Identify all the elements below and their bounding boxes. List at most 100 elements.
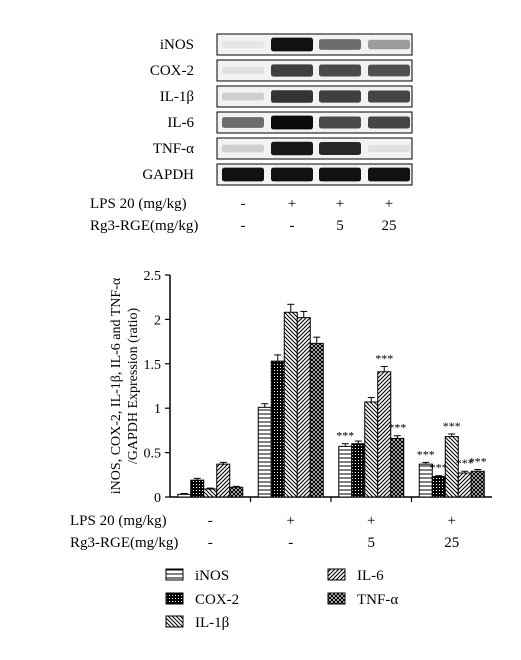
bar [431, 476, 446, 498]
blot-band [271, 90, 313, 103]
blot-band [319, 142, 361, 155]
blot-condition-value: - [241, 196, 246, 212]
y-axis-label-line1: iNOS, COX-2, IL-1β, IL-6 and TNF-α [109, 277, 124, 494]
blot-band [368, 116, 410, 129]
blot-band [222, 66, 264, 75]
blot-row-label: COX-2 [150, 63, 194, 79]
blot-condition-value: 5 [336, 218, 344, 234]
bar [283, 311, 298, 498]
blot-row-label: TNF-α [153, 141, 194, 157]
blot-row-frame [216, 59, 413, 82]
blot-band [319, 90, 361, 103]
bar [177, 493, 192, 498]
significance-mark: *** [456, 456, 474, 470]
blot-band [222, 144, 264, 153]
bar [457, 472, 472, 498]
western-blot-panel: iNOS COX-2 IL-1β IL-6 TNF-α GAPDH LPS 20 (mg/k… [90, 33, 413, 234]
legend-label: COX-2 [195, 592, 239, 608]
blot-band [319, 64, 361, 77]
significance-mark: *** [430, 461, 448, 475]
significance-mark: *** [388, 421, 406, 435]
blot-band [222, 117, 264, 128]
y-tick-label: 1.5 [144, 358, 162, 373]
bar [351, 443, 366, 498]
chart-condition-value: 25 [444, 535, 459, 551]
bar [229, 486, 244, 498]
blot-band [271, 141, 313, 156]
chart-condition-value: - [208, 535, 213, 551]
bar [257, 406, 272, 498]
blot-row-frame [216, 111, 413, 134]
bar [338, 445, 353, 498]
blot-band [222, 167, 264, 182]
significance-mark: *** [336, 429, 354, 443]
y-tick-label: 0.5 [144, 447, 162, 462]
significance-mark: *** [443, 419, 461, 433]
blot-band [368, 167, 410, 182]
chart-condition-value: - [208, 513, 213, 529]
blot-row-frame [216, 163, 413, 186]
blot-condition-value: + [336, 196, 344, 212]
blot-row-frame [216, 85, 413, 108]
blot-band [368, 64, 410, 77]
blot-band [222, 40, 264, 49]
blot-row-frame [216, 137, 413, 160]
blot-row-frame [216, 33, 413, 56]
bar [390, 437, 405, 498]
blot-band [222, 92, 264, 101]
blot-band [271, 64, 313, 77]
blot-row-label: IL-6 [167, 115, 194, 131]
y-tick-label: 2 [154, 313, 161, 328]
blot-row-label: GAPDH [142, 167, 194, 183]
blot-band [368, 39, 410, 50]
legend-label: IL-1β [195, 615, 229, 631]
blot-band [319, 116, 361, 129]
legend-swatch [165, 592, 184, 605]
bar [203, 488, 218, 498]
chart-condition-value: + [367, 513, 375, 529]
blot-condition-value: - [241, 218, 246, 234]
y-tick-label: 2.5 [144, 269, 162, 284]
blot-row-label: IL-1β [160, 89, 194, 105]
blot-condition-label: Rg3-RGE(mg/kg) [90, 218, 198, 234]
legend-label: TNF-α [357, 592, 398, 608]
blot-band [271, 115, 313, 130]
bar [270, 360, 285, 498]
bar [296, 317, 311, 498]
significance-mark: *** [469, 454, 487, 468]
chart-condition-value: 5 [368, 535, 376, 551]
chart-condition-label: LPS 20 (mg/kg) [70, 513, 167, 529]
bar [470, 470, 485, 498]
bar [309, 342, 324, 498]
chart-condition-label: Rg3-RGE(mg/kg) [70, 535, 178, 551]
significance-mark: *** [417, 447, 435, 461]
blot-band [271, 167, 313, 182]
bar [190, 479, 205, 498]
blot-band [368, 144, 410, 153]
y-tick-label: 0 [154, 491, 161, 506]
legend-swatch [327, 592, 346, 605]
bar [364, 401, 379, 498]
blot-condition-label: LPS 20 (mg/kg) [90, 196, 187, 212]
significance-mark: *** [375, 351, 393, 365]
legend-label: IL-6 [357, 568, 384, 584]
blot-condition-value: - [290, 218, 295, 234]
chart-condition-value: + [287, 513, 295, 529]
blot-condition-value: + [385, 196, 393, 212]
legend-label: iNOS [195, 568, 229, 584]
chart-legend: iNOS COX-2 IL-1β IL-6 TNF-α [165, 568, 398, 631]
chart-condition-value: - [288, 535, 293, 551]
y-axis-label: iNOS, COX-2, IL-1β, IL-6 and TNF-α/GAPDH… [109, 277, 141, 494]
blot-row-label: iNOS [160, 37, 194, 53]
blot-condition-value: 25 [382, 218, 397, 234]
blot-band [271, 37, 313, 52]
legend-swatch [165, 568, 184, 581]
blot-band [368, 90, 410, 103]
blot-band [319, 39, 361, 50]
blot-condition-value: + [288, 196, 296, 212]
bar [216, 463, 231, 498]
y-tick-label: 1 [154, 402, 161, 417]
blot-band [319, 167, 361, 182]
